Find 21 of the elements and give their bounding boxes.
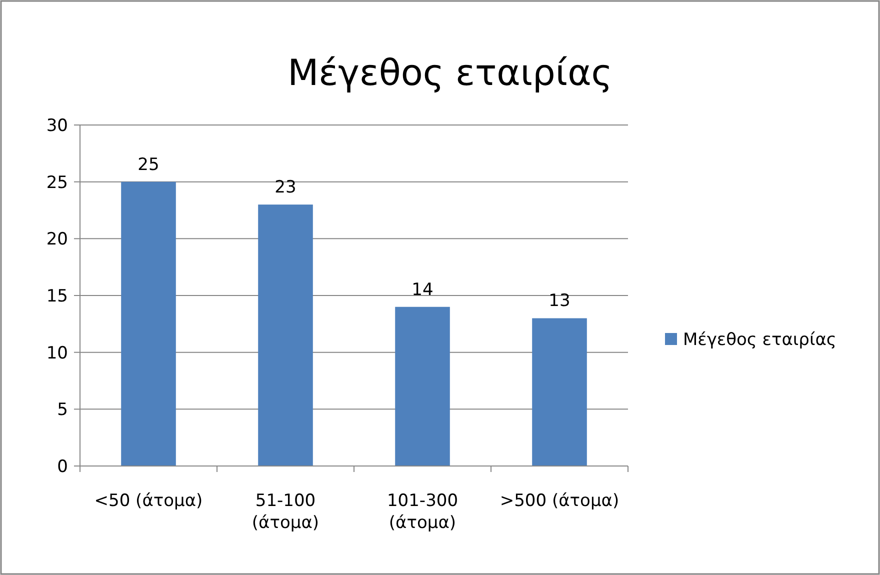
x-tick-label: <50 (άτομα): [94, 491, 203, 511]
data-label: 23: [274, 178, 296, 198]
bar: [395, 306, 450, 466]
data-label: 14: [412, 280, 434, 300]
data-label: 25: [138, 154, 160, 175]
bar: [258, 204, 313, 466]
y-tick-label: 30: [46, 116, 68, 136]
chart-title: Μέγεθος εταιρίας: [288, 53, 612, 94]
bar: [532, 318, 587, 466]
y-tick-label: 10: [46, 343, 68, 364]
y-tick-label: 25: [46, 172, 68, 193]
y-tick-label: 0: [57, 456, 68, 477]
legend-label: Μέγεθος εταιρίας: [683, 330, 836, 350]
y-tick-label: 15: [46, 286, 68, 306]
x-tick-label: 101-300 (άτομα): [386, 491, 458, 533]
y-tick-label: 20: [46, 230, 68, 250]
x-tick-label: 51-100 (άτομα): [252, 491, 320, 533]
x-tick-label: >500 (άτομα): [500, 491, 620, 511]
y-tick-label: 5: [57, 400, 68, 420]
data-label: 13: [548, 291, 570, 312]
bar: [121, 182, 176, 466]
